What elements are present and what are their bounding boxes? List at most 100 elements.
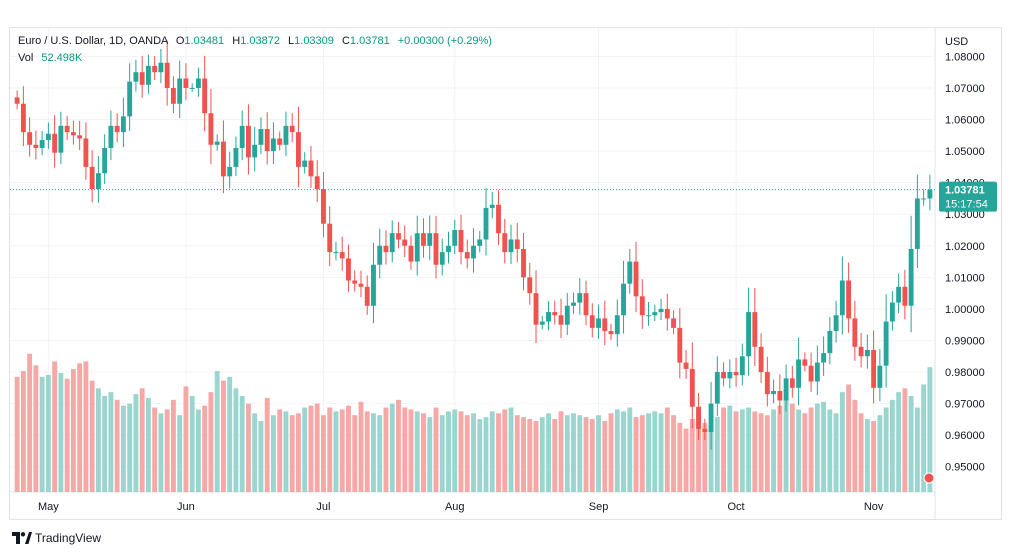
y-tick-label: 1.00000 (945, 304, 985, 316)
candle-body (508, 239, 514, 253)
candle-body (458, 230, 464, 253)
volume-bar (127, 403, 133, 492)
y-tick-label: 0.99000 (945, 335, 985, 347)
volume-bar (195, 409, 201, 492)
candle-body (271, 138, 276, 152)
candle-body (233, 147, 239, 167)
volume-bar (220, 380, 226, 492)
candle-body (758, 346, 764, 373)
candle-body (521, 248, 526, 278)
volume-bar (339, 409, 345, 492)
volume-bar (546, 413, 551, 492)
symbol-title: Euro / U.S. Dollar, 1D, OANDA (18, 35, 168, 47)
candle-body (752, 312, 758, 347)
candle-body (652, 312, 658, 316)
volume-bar (139, 388, 145, 492)
candle-body (527, 277, 533, 294)
candle-body (108, 125, 114, 148)
tradingview-branding[interactable]: TradingView (12, 530, 101, 546)
volume-bar (377, 415, 383, 492)
volume-bar (733, 411, 739, 492)
volume-bar (833, 413, 839, 492)
candle-body (558, 315, 564, 325)
volume-bar (583, 417, 589, 492)
volume-bar (271, 415, 276, 492)
volume-bar (539, 417, 545, 492)
x-tick-label: Jun (177, 501, 195, 513)
candle-body (833, 315, 839, 332)
candle-body (814, 362, 820, 382)
candle-body (677, 327, 683, 363)
volume-bar (796, 409, 802, 492)
y-tick-label: 0.95000 (945, 462, 985, 474)
candle-body (496, 204, 501, 234)
candle-body (577, 293, 583, 303)
candle-body (377, 245, 383, 265)
candle-body (777, 390, 783, 401)
volume-bar (52, 361, 58, 492)
volume-bar (871, 420, 877, 492)
candle-body (102, 147, 108, 174)
volume-bar (702, 422, 708, 492)
close-label: C (341, 35, 350, 47)
volume-bar (627, 407, 633, 492)
candle-body (33, 144, 39, 148)
candle-body (714, 372, 720, 404)
volume-bar (39, 376, 45, 492)
candle-body (258, 129, 264, 145)
candle-body (389, 233, 395, 253)
volume-bar (402, 407, 408, 492)
volume-bar (189, 396, 195, 492)
candle-body (639, 296, 645, 316)
volume-bar (120, 405, 126, 492)
volume-bar (58, 372, 64, 492)
volume-bar (789, 403, 795, 492)
volume-bar (164, 409, 170, 492)
volume-bar (714, 417, 720, 492)
volume-bar (202, 405, 208, 492)
candle-body (158, 62, 164, 73)
volume-bar (846, 384, 852, 492)
y-tick-label: 0.98000 (945, 367, 985, 379)
candle-body (596, 318, 601, 328)
volume-bar (652, 411, 658, 492)
volume-bar (646, 413, 651, 492)
open-value: 1.03481 (184, 35, 225, 47)
volume-bar (446, 411, 451, 492)
volume-bar (264, 397, 270, 492)
volume-bar (233, 388, 239, 492)
candle-body (927, 189, 933, 199)
volume-bar (114, 399, 120, 492)
volume-bar (577, 415, 583, 492)
candle-body (27, 132, 33, 145)
candle-body (308, 160, 314, 177)
candle-body (183, 78, 189, 88)
volume-bar (808, 407, 814, 492)
volume-bar (783, 399, 789, 492)
ohlc-legend: Euro / U.S. Dollar, 1D, OANDA O1.03481 H… (18, 35, 492, 47)
volume-bar (527, 419, 533, 492)
candle-body (921, 198, 927, 200)
volume-bar (746, 407, 752, 492)
volume-bar (752, 411, 758, 492)
candle-body (202, 78, 208, 114)
candle-body (821, 353, 827, 363)
volume-value: 52.498K (41, 52, 83, 64)
volume-bar (283, 411, 289, 492)
candle-body (289, 125, 295, 133)
volume-bar (64, 378, 70, 492)
candle-body (114, 125, 120, 133)
volume-bar (927, 367, 933, 492)
volume-bar (558, 411, 564, 492)
volume-bar (208, 392, 214, 492)
volume-bar (296, 413, 301, 492)
candle-body (746, 312, 752, 357)
candle-body (789, 378, 795, 388)
volume-bar (371, 413, 376, 492)
volume-bar (20, 371, 26, 492)
candle-body (727, 372, 733, 379)
volume-bar (170, 399, 176, 492)
volume-bar (252, 413, 258, 492)
volume-bar (433, 407, 439, 492)
